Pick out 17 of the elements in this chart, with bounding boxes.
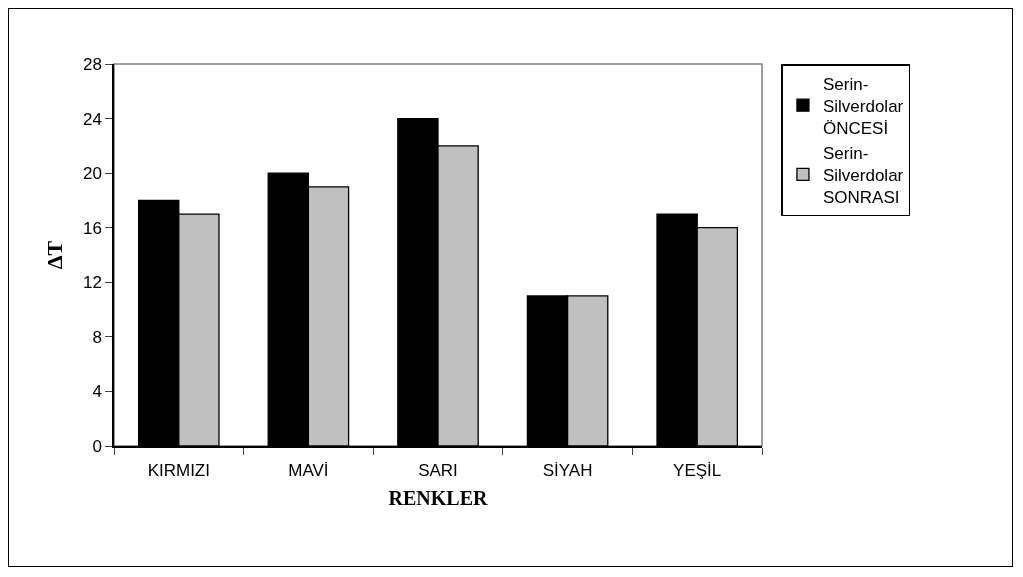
y-axis-title: ΔT [42, 240, 68, 270]
x-axis-title: RENKLER [388, 487, 489, 510]
y-tick-label: 20 [82, 164, 102, 184]
y-tick-label: 4 [92, 382, 102, 402]
legend-label: Serin-Silverdolar ÖNCESİ [822, 74, 904, 138]
x-tick-label: MAVİ [288, 461, 329, 481]
x-tick-label: YEŞİL [673, 461, 722, 481]
legend-label: Serin-Silverdolar SONRASI [822, 143, 904, 208]
x-tick-label: SARI [418, 461, 458, 481]
y-tick-label: 16 [82, 218, 102, 238]
y-tick-label: 12 [82, 273, 102, 293]
y-tick-label: 24 [82, 109, 102, 129]
y-tick-label: 28 [82, 54, 102, 74]
y-tick-label: 8 [92, 327, 102, 347]
x-tick-label: KIRMIZI [147, 461, 210, 481]
y-tick-label: 0 [92, 436, 102, 456]
x-tick-label: SİYAH [542, 461, 593, 481]
